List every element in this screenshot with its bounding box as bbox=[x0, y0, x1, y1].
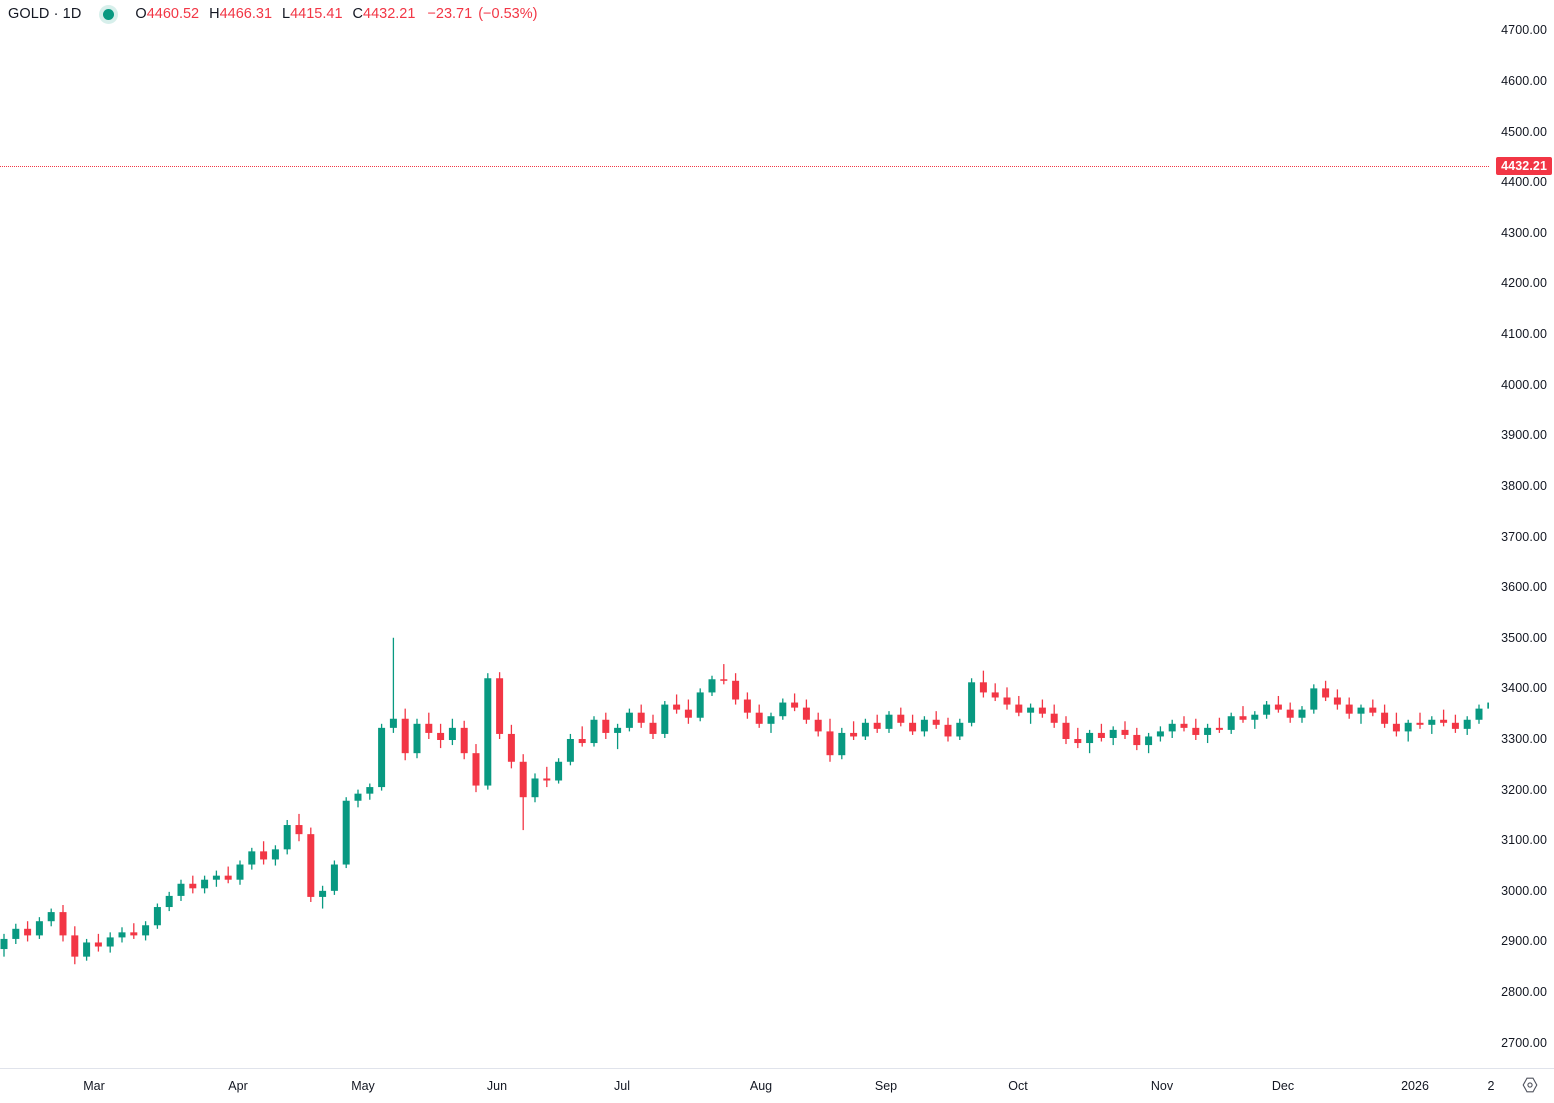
open-value: 4460.52 bbox=[146, 6, 200, 22]
change-value: −23.71 bbox=[427, 6, 473, 22]
price-axis-tick: 4100.00 bbox=[1501, 327, 1547, 342]
time-axis-tick: May bbox=[351, 1079, 375, 1093]
price-axis-tick: 4300.00 bbox=[1501, 225, 1547, 240]
time-axis-tick: 2 bbox=[1487, 1079, 1495, 1093]
symbol-label[interactable]: GOLD · 1D bbox=[8, 6, 82, 22]
candlestick-series bbox=[0, 637, 1489, 965]
price-axis-tick: 3000.00 bbox=[1501, 883, 1547, 898]
price-axis-tick: 3800.00 bbox=[1501, 478, 1547, 493]
low-label: L bbox=[282, 6, 291, 22]
price-axis-tick: 2700.00 bbox=[1501, 1035, 1547, 1050]
time-axis-tick: Apr bbox=[228, 1079, 248, 1093]
price-axis-tick: 3100.00 bbox=[1501, 833, 1547, 848]
low-value: 4415.41 bbox=[290, 6, 343, 22]
time-axis-tick: Jul bbox=[614, 1079, 630, 1093]
open-label: O bbox=[135, 6, 147, 22]
price-axis-tick: 3500.00 bbox=[1501, 630, 1547, 645]
price-axis-tick: 3400.00 bbox=[1501, 681, 1547, 696]
close-value: 4432.21 bbox=[363, 6, 416, 22]
ohlc-values: O 4460.52 H 4466.31 L 4415.41 C 4432.21 −23.… bbox=[135, 6, 537, 22]
time-axis-tick: Aug bbox=[749, 1079, 773, 1093]
price-axis-tick: 4600.00 bbox=[1501, 73, 1547, 88]
high-value: 4466.31 bbox=[219, 6, 273, 22]
price-axis-tick: 4700.00 bbox=[1501, 23, 1547, 38]
price-axis-tick: 4400.00 bbox=[1501, 175, 1547, 190]
price-axis-tick: 4000.00 bbox=[1501, 377, 1547, 392]
price-axis-tick: 2800.00 bbox=[1501, 985, 1547, 1000]
time-axis-tick: Mar bbox=[83, 1079, 105, 1093]
price-axis[interactable]: 4700.00 4600.00 4500.00 4400.00 4300.00 4200.… bbox=[1489, 0, 1554, 1068]
change-percent: (−0.53%) bbox=[478, 6, 538, 22]
close-label: C bbox=[352, 6, 364, 22]
price-axis-tick: 3300.00 bbox=[1501, 731, 1547, 746]
time-axis-tick: Oct bbox=[1008, 1079, 1028, 1093]
price-axis-tick: 3600.00 bbox=[1501, 580, 1547, 595]
chart-legend: GOLD · 1D O 4460.52 H 4466.31 L 4415.41 C 44… bbox=[8, 2, 537, 26]
current-price-line bbox=[0, 165, 1489, 167]
high-label: H bbox=[209, 6, 220, 22]
price-axis-tick: 3200.00 bbox=[1501, 782, 1547, 797]
chart-settings-icon[interactable] bbox=[1518, 1073, 1542, 1097]
current-price-badge: 4432.21 bbox=[1496, 156, 1552, 175]
status-dot-icon bbox=[95, 2, 121, 26]
time-axis[interactable]: Mar Apr May Jun Jul Aug Sep Oct Nov Dec 2026 2 bbox=[0, 1068, 1554, 1103]
time-axis-tick: Jun bbox=[486, 1079, 508, 1093]
price-axis-tick: 4200.00 bbox=[1501, 276, 1547, 291]
price-axis-tick: 4500.00 bbox=[1501, 124, 1547, 139]
time-axis-tick: Nov bbox=[1150, 1079, 1174, 1093]
price-pane[interactable] bbox=[0, 0, 1489, 1068]
price-axis-tick: 3700.00 bbox=[1501, 529, 1547, 544]
time-axis-tick: Sep bbox=[874, 1079, 898, 1093]
time-axis-tick: Dec bbox=[1271, 1079, 1295, 1093]
time-axis-tick: 2026 bbox=[1401, 1079, 1429, 1093]
price-axis-tick: 2900.00 bbox=[1501, 934, 1547, 949]
price-axis-tick: 3900.00 bbox=[1501, 428, 1547, 443]
